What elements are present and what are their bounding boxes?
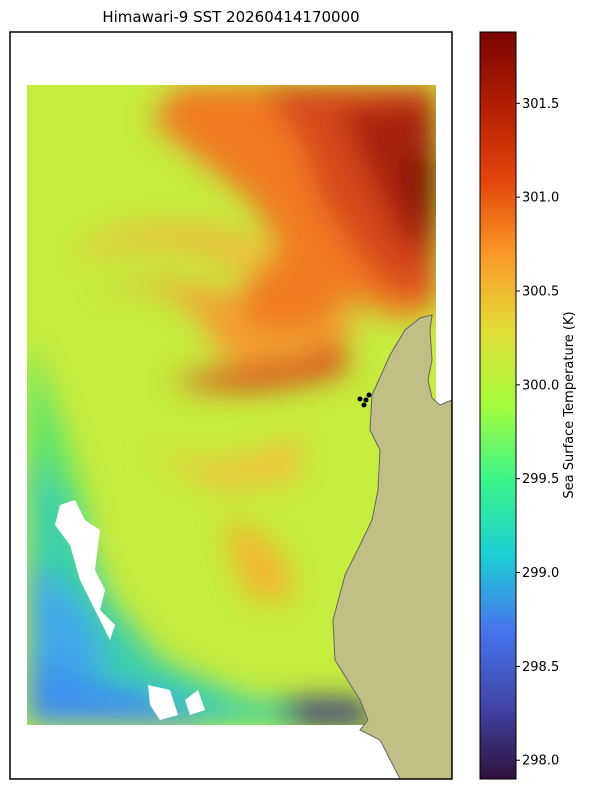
station — [366, 392, 372, 398]
station — [357, 396, 363, 402]
land — [332, 314, 453, 780]
map-frame — [9, 31, 453, 780]
colorbar-tick-label: 298.0 — [522, 754, 559, 769]
station — [363, 397, 369, 403]
stations — [357, 392, 372, 408]
colorbar — [479, 31, 517, 780]
colorbar-tick-label: 301.5 — [522, 97, 559, 112]
colorbar-tick-label: 298.5 — [522, 660, 559, 675]
colorbar-label: Sea Surface Temperature (K) — [562, 311, 577, 498]
map-title: Himawari-9 SST 20260414170000 — [102, 8, 359, 26]
colorbar-tick-label: 299.5 — [522, 472, 559, 487]
colorbar-tick-label: 299.0 — [522, 566, 559, 581]
colorbar-tick-label: 301.0 — [522, 191, 559, 206]
station — [361, 402, 367, 408]
colorbar-tick-label: 300.5 — [522, 285, 559, 300]
colorbar-tick-label: 300.0 — [522, 378, 559, 393]
sst-raster — [27, 85, 436, 725]
